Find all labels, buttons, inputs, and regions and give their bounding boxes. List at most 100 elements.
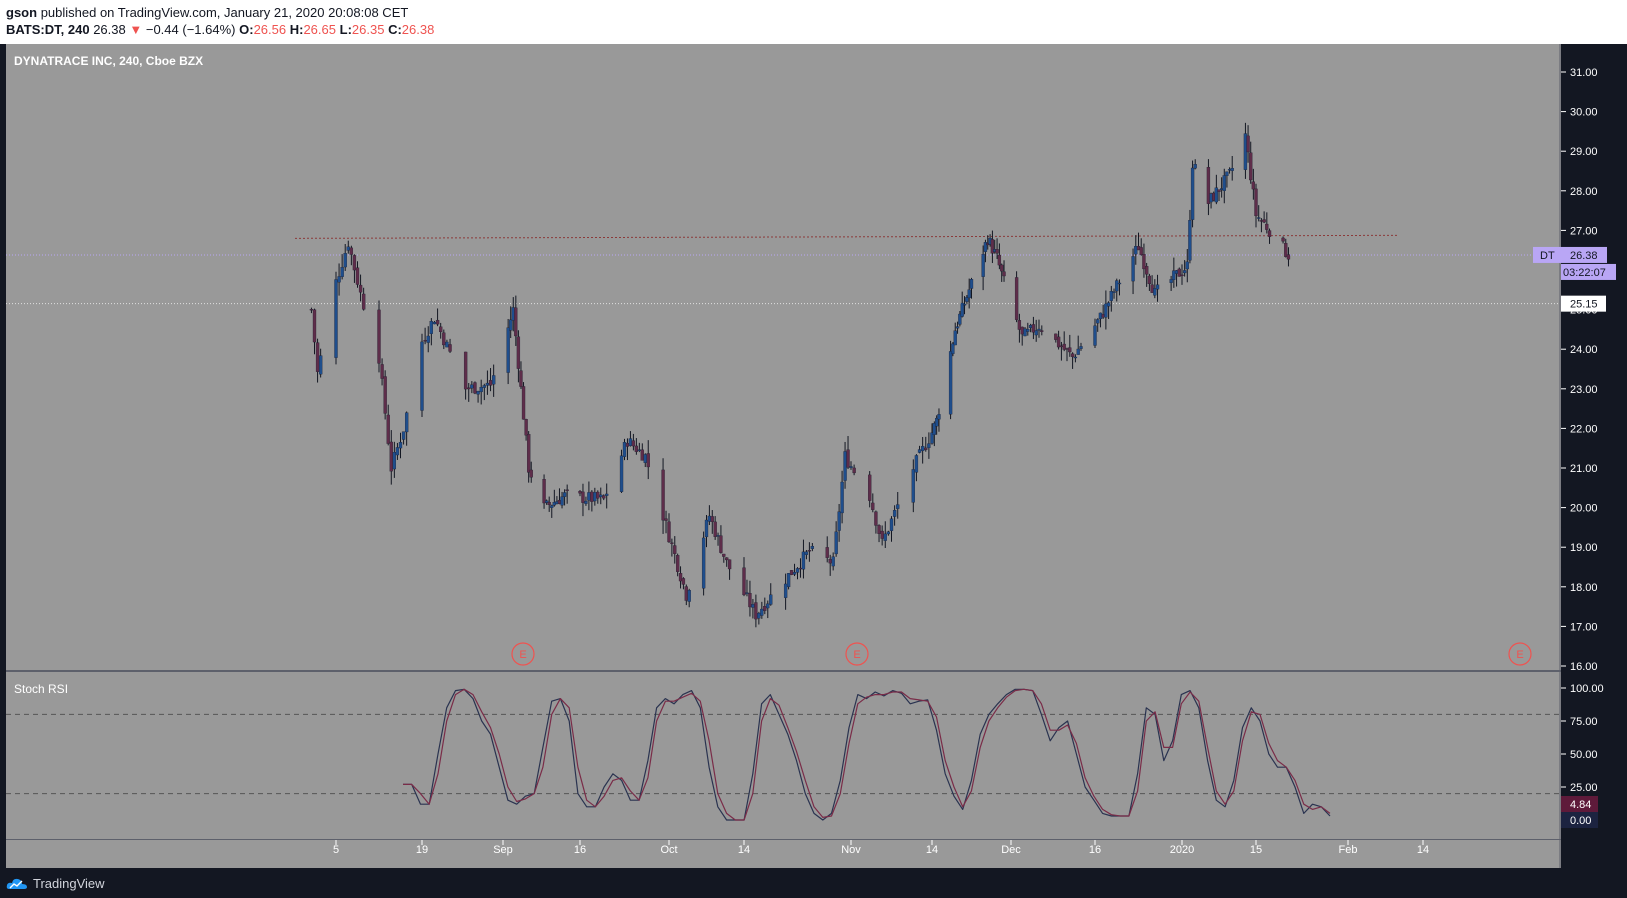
candle[interactable]	[1225, 171, 1229, 188]
candle[interactable]	[1206, 159, 1211, 216]
candle[interactable]	[981, 245, 985, 291]
tradingview-branding[interactable]: TradingView	[6, 876, 105, 891]
candle[interactable]	[687, 588, 691, 608]
candle[interactable]	[1096, 318, 1100, 332]
time-axis[interactable]	[6, 840, 1561, 868]
candle[interactable]	[951, 342, 955, 357]
candle[interactable]	[562, 489, 567, 506]
candle[interactable]	[1188, 209, 1192, 264]
candle[interactable]	[846, 436, 850, 469]
candle[interactable]	[1142, 243, 1146, 278]
candle[interactable]	[837, 503, 841, 542]
candle[interactable]	[825, 536, 829, 563]
candle[interactable]	[757, 611, 761, 625]
candle[interactable]	[1193, 159, 1197, 170]
candle[interactable]	[1017, 313, 1022, 343]
candle[interactable]	[602, 494, 606, 501]
candle[interactable]	[352, 254, 357, 283]
candle[interactable]	[1031, 316, 1036, 340]
candle[interactable]	[383, 370, 387, 420]
candle[interactable]	[1177, 267, 1181, 277]
candle[interactable]	[676, 553, 680, 577]
candle[interactable]	[664, 510, 668, 534]
candle[interactable]	[990, 230, 995, 264]
candle[interactable]	[439, 322, 443, 339]
earnings-marker[interactable]: E	[845, 642, 869, 666]
candle[interactable]	[343, 243, 347, 271]
candle[interactable]	[1112, 288, 1116, 299]
candle[interactable]	[745, 579, 749, 597]
candle[interactable]	[584, 496, 588, 506]
candle[interactable]	[1037, 319, 1041, 338]
candle[interactable]	[521, 382, 526, 420]
candle[interactable]	[1139, 238, 1143, 256]
candle[interactable]	[1182, 260, 1187, 277]
candle[interactable]	[937, 408, 941, 432]
candle[interactable]	[349, 245, 354, 266]
candle[interactable]	[1014, 271, 1019, 323]
candle[interactable]	[760, 601, 764, 619]
candle[interactable]	[334, 271, 338, 365]
candle[interactable]	[1262, 211, 1266, 224]
candle[interactable]	[948, 340, 953, 420]
candle[interactable]	[1286, 247, 1291, 267]
candle[interactable]	[622, 438, 627, 461]
candle[interactable]	[479, 379, 483, 405]
candle[interactable]	[1093, 318, 1097, 349]
candle[interactable]	[701, 531, 706, 596]
candle[interactable]	[1153, 279, 1157, 299]
candle[interactable]	[395, 442, 400, 460]
chart-area[interactable]: DYNATRACE INC, 240, Cboe BZX Stoch RSI 3…	[0, 44, 1627, 870]
candle[interactable]	[1079, 342, 1083, 351]
candle[interactable]	[646, 440, 650, 480]
candle[interactable]	[560, 491, 564, 509]
candle[interactable]	[1023, 327, 1027, 337]
candle[interactable]	[519, 361, 523, 389]
candle[interactable]	[1222, 168, 1226, 204]
candle[interactable]	[1040, 325, 1044, 336]
candle[interactable]	[1070, 352, 1075, 369]
candle[interactable]	[810, 542, 815, 552]
candle[interactable]	[1134, 235, 1138, 265]
candle[interactable]	[914, 454, 919, 482]
candle[interactable]	[380, 358, 384, 386]
candle[interactable]	[337, 263, 341, 296]
candle[interactable]	[769, 583, 773, 606]
candle[interactable]	[550, 504, 554, 518]
candle[interactable]	[892, 505, 897, 526]
candle[interactable]	[670, 538, 674, 557]
candle[interactable]	[719, 525, 723, 554]
candle[interactable]	[524, 418, 528, 441]
candle[interactable]	[401, 431, 406, 445]
candle[interactable]	[1265, 212, 1269, 234]
candle[interactable]	[442, 329, 446, 350]
candle[interactable]	[792, 563, 797, 577]
stoch-d-line[interactable]	[403, 688, 1331, 821]
candle[interactable]	[318, 348, 323, 378]
candle[interactable]	[1000, 263, 1004, 282]
earnings-marker[interactable]: E	[1508, 642, 1532, 666]
candle[interactable]	[997, 243, 1002, 270]
candle[interactable]	[506, 318, 510, 385]
candle[interactable]	[883, 521, 887, 548]
candle[interactable]	[547, 496, 551, 512]
candle[interactable]	[435, 308, 440, 327]
candle[interactable]	[786, 573, 791, 590]
candle[interactable]	[467, 383, 471, 402]
candle[interactable]	[983, 239, 988, 263]
candle[interactable]	[927, 432, 931, 459]
candle[interactable]	[340, 254, 344, 280]
price-pane[interactable]	[6, 44, 1561, 670]
candle[interactable]	[420, 333, 424, 417]
candle[interactable]	[681, 577, 686, 590]
candle[interactable]	[1062, 331, 1066, 352]
candle[interactable]	[392, 441, 397, 478]
candle[interactable]	[661, 458, 665, 534]
candle[interactable]	[619, 449, 624, 493]
candle[interactable]	[1109, 285, 1113, 312]
stoch-k-line[interactable]	[403, 688, 1331, 821]
candle[interactable]	[673, 536, 677, 564]
candle[interactable]	[1076, 335, 1080, 355]
candle[interactable]	[516, 330, 521, 383]
candle[interactable]	[932, 421, 936, 447]
